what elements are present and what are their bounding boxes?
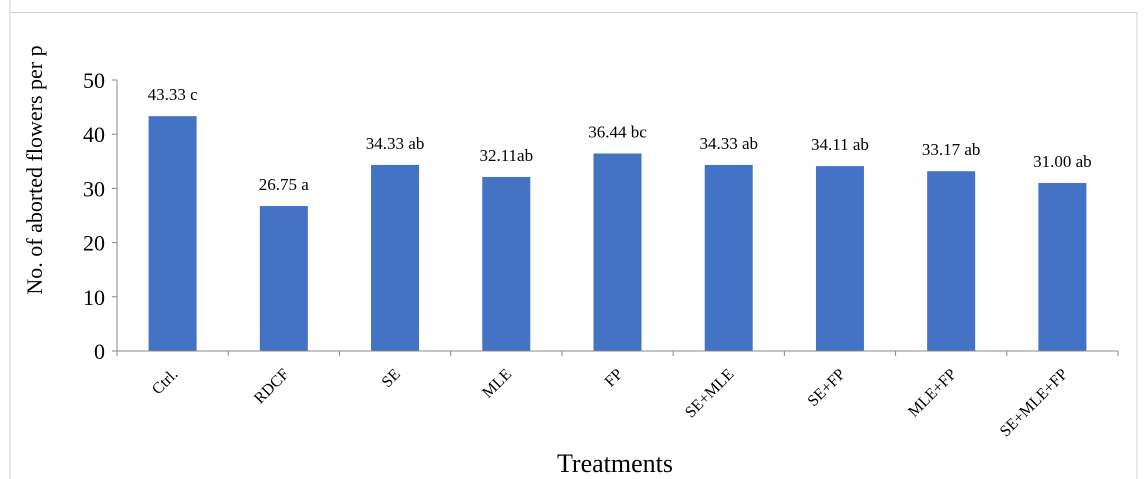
bar <box>927 171 976 351</box>
y-tick-label: 50 <box>83 68 105 93</box>
bar-data-label: 26.75 a <box>259 175 310 194</box>
bar <box>148 116 197 351</box>
x-tick-label: RDCF <box>251 366 293 408</box>
x-tick-label: SE+MLE+FP <box>997 366 1072 441</box>
x-tick-label: FP <box>602 366 627 391</box>
x-axis: Ctrl. RDCF SE MLE FP SE+MLE SE+FP MLE+FP SE+MLE+… <box>116 350 1119 441</box>
x-tick-label: MLE <box>479 366 515 402</box>
bar <box>259 206 308 351</box>
y-axis: 0 10 20 30 40 50 <box>83 68 118 364</box>
x-tick-label: SE+FP <box>805 366 849 410</box>
bar <box>704 164 753 351</box>
bar-data-label: 43.33 c <box>148 85 199 104</box>
y-tick-label: 0 <box>94 339 105 364</box>
y-axis-title: No. of aborted flowers per p <box>22 45 47 294</box>
bar-data-label: 34.11 ab <box>811 135 869 154</box>
bars <box>148 116 1087 351</box>
bar <box>1038 182 1087 351</box>
bar-data-label: 31.00 ab <box>1033 152 1092 171</box>
bar-data-label: 33.17 ab <box>922 140 981 159</box>
bar <box>371 164 420 351</box>
bar-data-label: 32.11ab <box>479 146 533 165</box>
bar-data-label: 34.33 ab <box>699 134 758 153</box>
x-axis-title: Treatments <box>557 449 673 478</box>
bar <box>815 166 864 351</box>
bar <box>593 153 642 351</box>
y-tick-label: 40 <box>83 122 105 147</box>
data-labels: 43.33 c 26.75 a 34.33 ab 32.11ab 36.44 bc 34.… <box>148 85 1092 194</box>
bar <box>482 176 531 351</box>
y-tick-label: 20 <box>83 231 105 256</box>
y-tick-label: 30 <box>83 176 105 201</box>
bar-data-label: 34.33 ab <box>366 134 425 153</box>
x-tick-label: Ctrl. <box>149 366 181 398</box>
y-tick-label: 10 <box>83 285 105 310</box>
bar-data-label: 36.44 bc <box>588 122 647 141</box>
x-tick-label: SE <box>379 366 404 391</box>
x-tick-label: SE+MLE <box>682 366 737 421</box>
x-tick-label: MLE+FP <box>905 366 960 421</box>
